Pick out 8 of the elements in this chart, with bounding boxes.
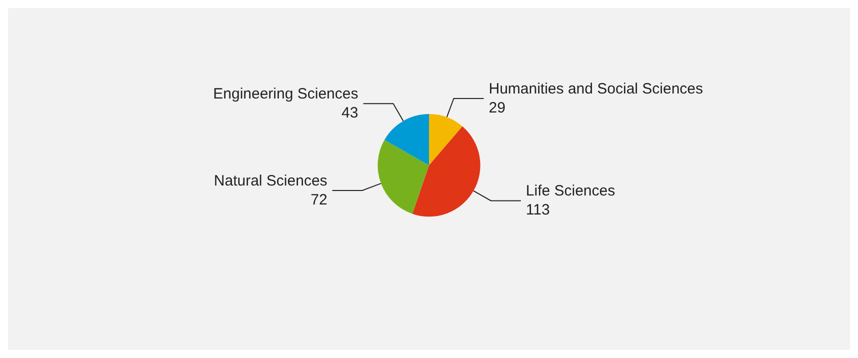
slice-label: Life Sciences	[526, 182, 616, 200]
data-label: 72	[310, 191, 328, 208]
data-label: 113	[526, 202, 550, 219]
data-label: 29	[488, 99, 506, 116]
data-label: 43	[342, 104, 358, 122]
slice-label: Humanities and Social Sciences	[488, 80, 704, 98]
slice-label: Natural Sciences	[214, 172, 328, 190]
slice-label: Engineering Sciences	[213, 86, 358, 103]
